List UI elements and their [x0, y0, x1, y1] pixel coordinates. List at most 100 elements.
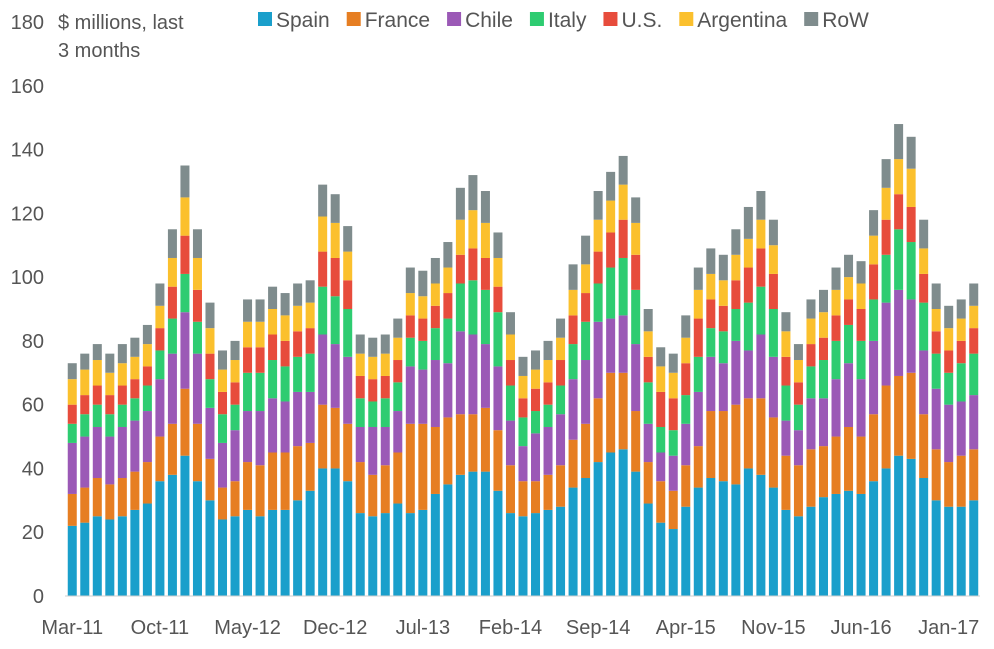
bar-segment-france: [681, 465, 691, 507]
bar-segment-us: [318, 251, 328, 287]
bar-segment-chile: [606, 318, 616, 373]
bar-segment-france: [881, 385, 891, 469]
bar-segment-chile: [393, 411, 403, 453]
bar-segment-row: [142, 324, 152, 345]
bar-segment-italy: [393, 382, 403, 412]
bar-segment-argentina: [343, 251, 353, 281]
bar-segment-chile: [844, 363, 854, 427]
bar-segment-france: [768, 417, 778, 488]
bar-segment-argentina: [793, 360, 803, 383]
bar-segment-france: [243, 462, 253, 510]
bar-segment-argentina: [205, 328, 215, 354]
bar-segment-chile: [781, 420, 791, 456]
bar-segment-chile: [944, 404, 954, 463]
bar-segment-row: [455, 187, 465, 220]
bar-segment-france: [142, 462, 152, 504]
bar-segment-italy: [480, 289, 490, 345]
bar-segment-argentina: [543, 360, 553, 383]
bar-segment-chile: [105, 436, 115, 485]
bar-segment-us: [568, 315, 578, 345]
bar-segment-italy: [556, 385, 566, 415]
bar-segment-spain: [218, 519, 228, 596]
bar-segment-argentina: [493, 257, 503, 287]
bar-segment-italy: [468, 280, 478, 335]
bar-segment-us: [681, 363, 691, 396]
bar-segment-argentina: [268, 309, 278, 335]
bar-segment-france: [405, 423, 415, 514]
bar-segment-argentina: [293, 305, 303, 332]
bar-segment-france: [418, 423, 428, 510]
bar-segment-row: [806, 299, 816, 319]
bar-segment-us: [718, 305, 728, 332]
bar-segment-argentina: [480, 222, 490, 258]
bar-segment-italy: [318, 286, 328, 335]
bar-segment-spain: [418, 509, 428, 596]
bar-segment-france: [518, 481, 528, 517]
bar-segment-row: [919, 219, 929, 249]
bar-segment-chile: [205, 407, 215, 459]
legend-swatch: [679, 12, 694, 26]
bar-segment-chile: [718, 363, 728, 412]
bar-segment-row: [393, 318, 403, 338]
bar-segment-chile: [831, 379, 841, 437]
bar-segment-chile: [631, 344, 641, 412]
bar-segment-us: [443, 293, 453, 319]
legend-swatch: [529, 12, 544, 26]
bar-segment-spain: [768, 487, 778, 596]
bar-segment-chile: [531, 433, 541, 482]
bar-segment-chile: [480, 344, 490, 408]
bar-segment-italy: [731, 309, 741, 341]
bar-segment-spain: [480, 471, 490, 596]
bar-segment-row: [656, 347, 666, 367]
bar-segment-france: [105, 484, 115, 520]
legend-label: Italy: [548, 9, 587, 32]
bar-segment-chile: [806, 398, 816, 450]
bar-segment-spain: [756, 474, 766, 596]
bar-segment-us: [192, 289, 202, 322]
bar-segment-italy: [693, 356, 703, 392]
bar-segment-spain: [343, 481, 353, 596]
bar-segment-row: [80, 353, 90, 370]
bar-segment-france: [218, 487, 228, 520]
bar-segment-italy: [405, 337, 415, 367]
bar-segment-chile: [919, 350, 929, 415]
bar-segment-italy: [192, 321, 202, 354]
bar-segment-argentina: [243, 321, 253, 348]
bar-segment-argentina: [806, 318, 816, 345]
bar-segment-argentina: [380, 353, 390, 376]
bar-segment-italy: [618, 257, 628, 316]
bar-segment-france: [80, 487, 90, 523]
bar-segment-us: [706, 299, 716, 329]
bar-segment-spain: [305, 490, 315, 596]
legend-swatch: [346, 12, 361, 26]
bar-segment-row: [568, 264, 578, 290]
bar-segment-chile: [556, 414, 566, 466]
bar-segment-italy: [430, 328, 440, 361]
bar-segment-spain: [192, 481, 202, 596]
bar-segment-spain: [693, 487, 703, 596]
bar-segment-us: [167, 286, 177, 319]
x-axis: Mar-11 Oct-11 May-12 Dec-12 Jul-13 Feb-14 Sep-…: [41, 617, 979, 639]
bar-segment-argentina: [430, 283, 440, 306]
bar-segment-italy: [894, 229, 904, 290]
bar-segment-argentina: [255, 321, 265, 348]
bar-segment-chile: [856, 379, 866, 437]
bar-segment-chile: [92, 426, 102, 479]
bar-segment-row: [681, 315, 691, 338]
bar-segment-spain: [92, 516, 102, 596]
bar-segment-argentina: [706, 273, 716, 300]
bar-segment-argentina: [919, 248, 929, 274]
bar-segment-france: [568, 439, 578, 488]
bar-segment-spain: [668, 529, 678, 596]
bar-segment-row: [443, 242, 453, 268]
bar-segment-chile: [743, 350, 753, 399]
bar-segment-row: [505, 312, 515, 335]
bar-segment-france: [856, 436, 866, 494]
bar-segment-row: [330, 194, 340, 223]
bar-segment-argentina: [944, 328, 954, 351]
bar-segment-spain: [818, 497, 828, 596]
bar-segment-us: [455, 254, 465, 284]
bar-segment-us: [556, 360, 566, 386]
bar-segment-france: [606, 372, 616, 453]
bar-segment-row: [781, 312, 791, 332]
